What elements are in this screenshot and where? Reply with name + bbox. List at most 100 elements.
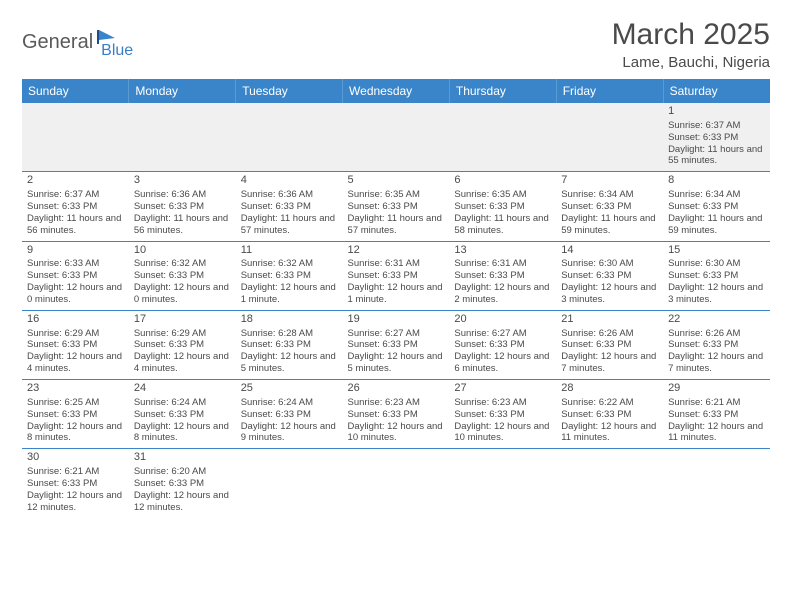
- calendar-cell: 6Sunrise: 6:35 AMSunset: 6:33 PMDaylight…: [449, 172, 556, 241]
- calendar-row: 1Sunrise: 6:37 AMSunset: 6:33 PMDaylight…: [22, 103, 770, 172]
- daylight-text: Daylight: 12 hours and 10 minutes.: [454, 421, 551, 445]
- day-number: 13: [454, 244, 551, 258]
- calendar-cell: 18Sunrise: 6:28 AMSunset: 6:33 PMDayligh…: [236, 310, 343, 379]
- sunset-text: Sunset: 6:33 PM: [27, 478, 124, 490]
- calendar-cell: 2Sunrise: 6:37 AMSunset: 6:33 PMDaylight…: [22, 172, 129, 241]
- sunrise-text: Sunrise: 6:37 AM: [668, 120, 765, 132]
- day-number: 19: [348, 313, 445, 327]
- sunrise-text: Sunrise: 6:31 AM: [454, 258, 551, 270]
- calendar-cell: 20Sunrise: 6:27 AMSunset: 6:33 PMDayligh…: [449, 310, 556, 379]
- sunset-text: Sunset: 6:33 PM: [241, 409, 338, 421]
- sunset-text: Sunset: 6:33 PM: [668, 132, 765, 144]
- calendar-cell: [236, 449, 343, 518]
- logo: General Blue: [22, 24, 133, 60]
- calendar-cell: 15Sunrise: 6:30 AMSunset: 6:33 PMDayligh…: [663, 241, 770, 310]
- calendar-cell: 31Sunrise: 6:20 AMSunset: 6:33 PMDayligh…: [129, 449, 236, 518]
- weekday-header: Friday: [556, 79, 663, 103]
- day-number: 20: [454, 313, 551, 327]
- daylight-text: Daylight: 12 hours and 0 minutes.: [134, 282, 231, 306]
- day-number: 21: [561, 313, 658, 327]
- day-number: 12: [348, 244, 445, 258]
- daylight-text: Daylight: 12 hours and 0 minutes.: [27, 282, 124, 306]
- calendar-row: 16Sunrise: 6:29 AMSunset: 6:33 PMDayligh…: [22, 310, 770, 379]
- day-number: 16: [27, 313, 124, 327]
- daylight-text: Daylight: 12 hours and 1 minute.: [348, 282, 445, 306]
- calendar-cell: 27Sunrise: 6:23 AMSunset: 6:33 PMDayligh…: [449, 380, 556, 449]
- sunrise-text: Sunrise: 6:37 AM: [27, 189, 124, 201]
- weekday-header: Saturday: [663, 79, 770, 103]
- calendar-cell: 24Sunrise: 6:24 AMSunset: 6:33 PMDayligh…: [129, 380, 236, 449]
- day-number: 29: [668, 382, 765, 396]
- sunrise-text: Sunrise: 6:28 AM: [241, 328, 338, 340]
- sunset-text: Sunset: 6:33 PM: [668, 339, 765, 351]
- daylight-text: Daylight: 11 hours and 56 minutes.: [134, 213, 231, 237]
- sunset-text: Sunset: 6:33 PM: [668, 409, 765, 421]
- day-number: 14: [561, 244, 658, 258]
- sunset-text: Sunset: 6:33 PM: [454, 270, 551, 282]
- sunrise-text: Sunrise: 6:23 AM: [348, 397, 445, 409]
- sunset-text: Sunset: 6:33 PM: [241, 201, 338, 213]
- sunrise-text: Sunrise: 6:21 AM: [27, 466, 124, 478]
- daylight-text: Daylight: 12 hours and 6 minutes.: [454, 351, 551, 375]
- daylight-text: Daylight: 12 hours and 3 minutes.: [561, 282, 658, 306]
- weekday-header: Monday: [129, 79, 236, 103]
- calendar-cell: [556, 449, 663, 518]
- calendar-cell: 30Sunrise: 6:21 AMSunset: 6:33 PMDayligh…: [22, 449, 129, 518]
- daylight-text: Daylight: 12 hours and 9 minutes.: [241, 421, 338, 445]
- calendar-cell: [129, 103, 236, 172]
- day-number: 6: [454, 174, 551, 188]
- calendar-cell: 21Sunrise: 6:26 AMSunset: 6:33 PMDayligh…: [556, 310, 663, 379]
- location: Lame, Bauchi, Nigeria: [612, 54, 770, 71]
- calendar-cell: 12Sunrise: 6:31 AMSunset: 6:33 PMDayligh…: [343, 241, 450, 310]
- sunset-text: Sunset: 6:33 PM: [134, 478, 231, 490]
- daylight-text: Daylight: 12 hours and 7 minutes.: [668, 351, 765, 375]
- daylight-text: Daylight: 11 hours and 55 minutes.: [668, 144, 765, 168]
- sunset-text: Sunset: 6:33 PM: [134, 339, 231, 351]
- calendar-cell: 29Sunrise: 6:21 AMSunset: 6:33 PMDayligh…: [663, 380, 770, 449]
- daylight-text: Daylight: 12 hours and 5 minutes.: [348, 351, 445, 375]
- sunrise-text: Sunrise: 6:31 AM: [348, 258, 445, 270]
- sunset-text: Sunset: 6:33 PM: [348, 409, 445, 421]
- calendar-cell: 16Sunrise: 6:29 AMSunset: 6:33 PMDayligh…: [22, 310, 129, 379]
- weekday-header: Tuesday: [236, 79, 343, 103]
- daylight-text: Daylight: 12 hours and 8 minutes.: [27, 421, 124, 445]
- calendar-cell: 9Sunrise: 6:33 AMSunset: 6:33 PMDaylight…: [22, 241, 129, 310]
- sunrise-text: Sunrise: 6:27 AM: [454, 328, 551, 340]
- day-number: 3: [134, 174, 231, 188]
- calendar-cell: 17Sunrise: 6:29 AMSunset: 6:33 PMDayligh…: [129, 310, 236, 379]
- sunrise-text: Sunrise: 6:25 AM: [27, 397, 124, 409]
- calendar-cell: [22, 103, 129, 172]
- calendar-cell: 28Sunrise: 6:22 AMSunset: 6:33 PMDayligh…: [556, 380, 663, 449]
- sunset-text: Sunset: 6:33 PM: [134, 409, 231, 421]
- sunrise-text: Sunrise: 6:34 AM: [561, 189, 658, 201]
- calendar-body: 1Sunrise: 6:37 AMSunset: 6:33 PMDaylight…: [22, 103, 770, 518]
- daylight-text: Daylight: 12 hours and 4 minutes.: [27, 351, 124, 375]
- sunset-text: Sunset: 6:33 PM: [561, 409, 658, 421]
- sunrise-text: Sunrise: 6:23 AM: [454, 397, 551, 409]
- calendar-cell: [343, 103, 450, 172]
- daylight-text: Daylight: 12 hours and 12 minutes.: [134, 490, 231, 514]
- calendar-cell: 22Sunrise: 6:26 AMSunset: 6:33 PMDayligh…: [663, 310, 770, 379]
- daylight-text: Daylight: 12 hours and 10 minutes.: [348, 421, 445, 445]
- daylight-text: Daylight: 12 hours and 2 minutes.: [454, 282, 551, 306]
- calendar-cell: 11Sunrise: 6:32 AMSunset: 6:33 PMDayligh…: [236, 241, 343, 310]
- calendar-cell: 1Sunrise: 6:37 AMSunset: 6:33 PMDaylight…: [663, 103, 770, 172]
- sunset-text: Sunset: 6:33 PM: [454, 201, 551, 213]
- weekday-header: Wednesday: [343, 79, 450, 103]
- sunrise-text: Sunrise: 6:26 AM: [561, 328, 658, 340]
- sunrise-text: Sunrise: 6:29 AM: [27, 328, 124, 340]
- day-number: 1: [668, 105, 765, 119]
- day-number: 2: [27, 174, 124, 188]
- daylight-text: Daylight: 11 hours and 57 minutes.: [241, 213, 338, 237]
- daylight-text: Daylight: 12 hours and 7 minutes.: [561, 351, 658, 375]
- day-number: 11: [241, 244, 338, 258]
- day-number: 18: [241, 313, 338, 327]
- day-number: 15: [668, 244, 765, 258]
- sunset-text: Sunset: 6:33 PM: [241, 339, 338, 351]
- calendar-cell: 19Sunrise: 6:27 AMSunset: 6:33 PMDayligh…: [343, 310, 450, 379]
- day-number: 7: [561, 174, 658, 188]
- daylight-text: Daylight: 12 hours and 3 minutes.: [668, 282, 765, 306]
- sunset-text: Sunset: 6:33 PM: [27, 409, 124, 421]
- day-number: 22: [668, 313, 765, 327]
- title-block: March 2025 Lame, Bauchi, Nigeria: [612, 18, 770, 71]
